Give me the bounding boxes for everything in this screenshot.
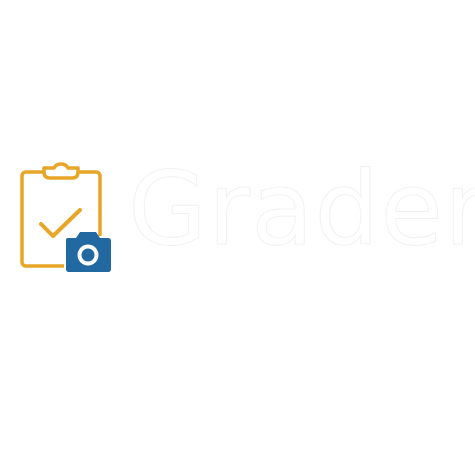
camera-icon — [64, 232, 111, 274]
brand-wordmark: Grader — [128, 150, 475, 270]
clipboard-check-camera-icon — [20, 162, 111, 274]
clipboard-clip — [42, 162, 80, 180]
check-mark — [39, 208, 82, 238]
